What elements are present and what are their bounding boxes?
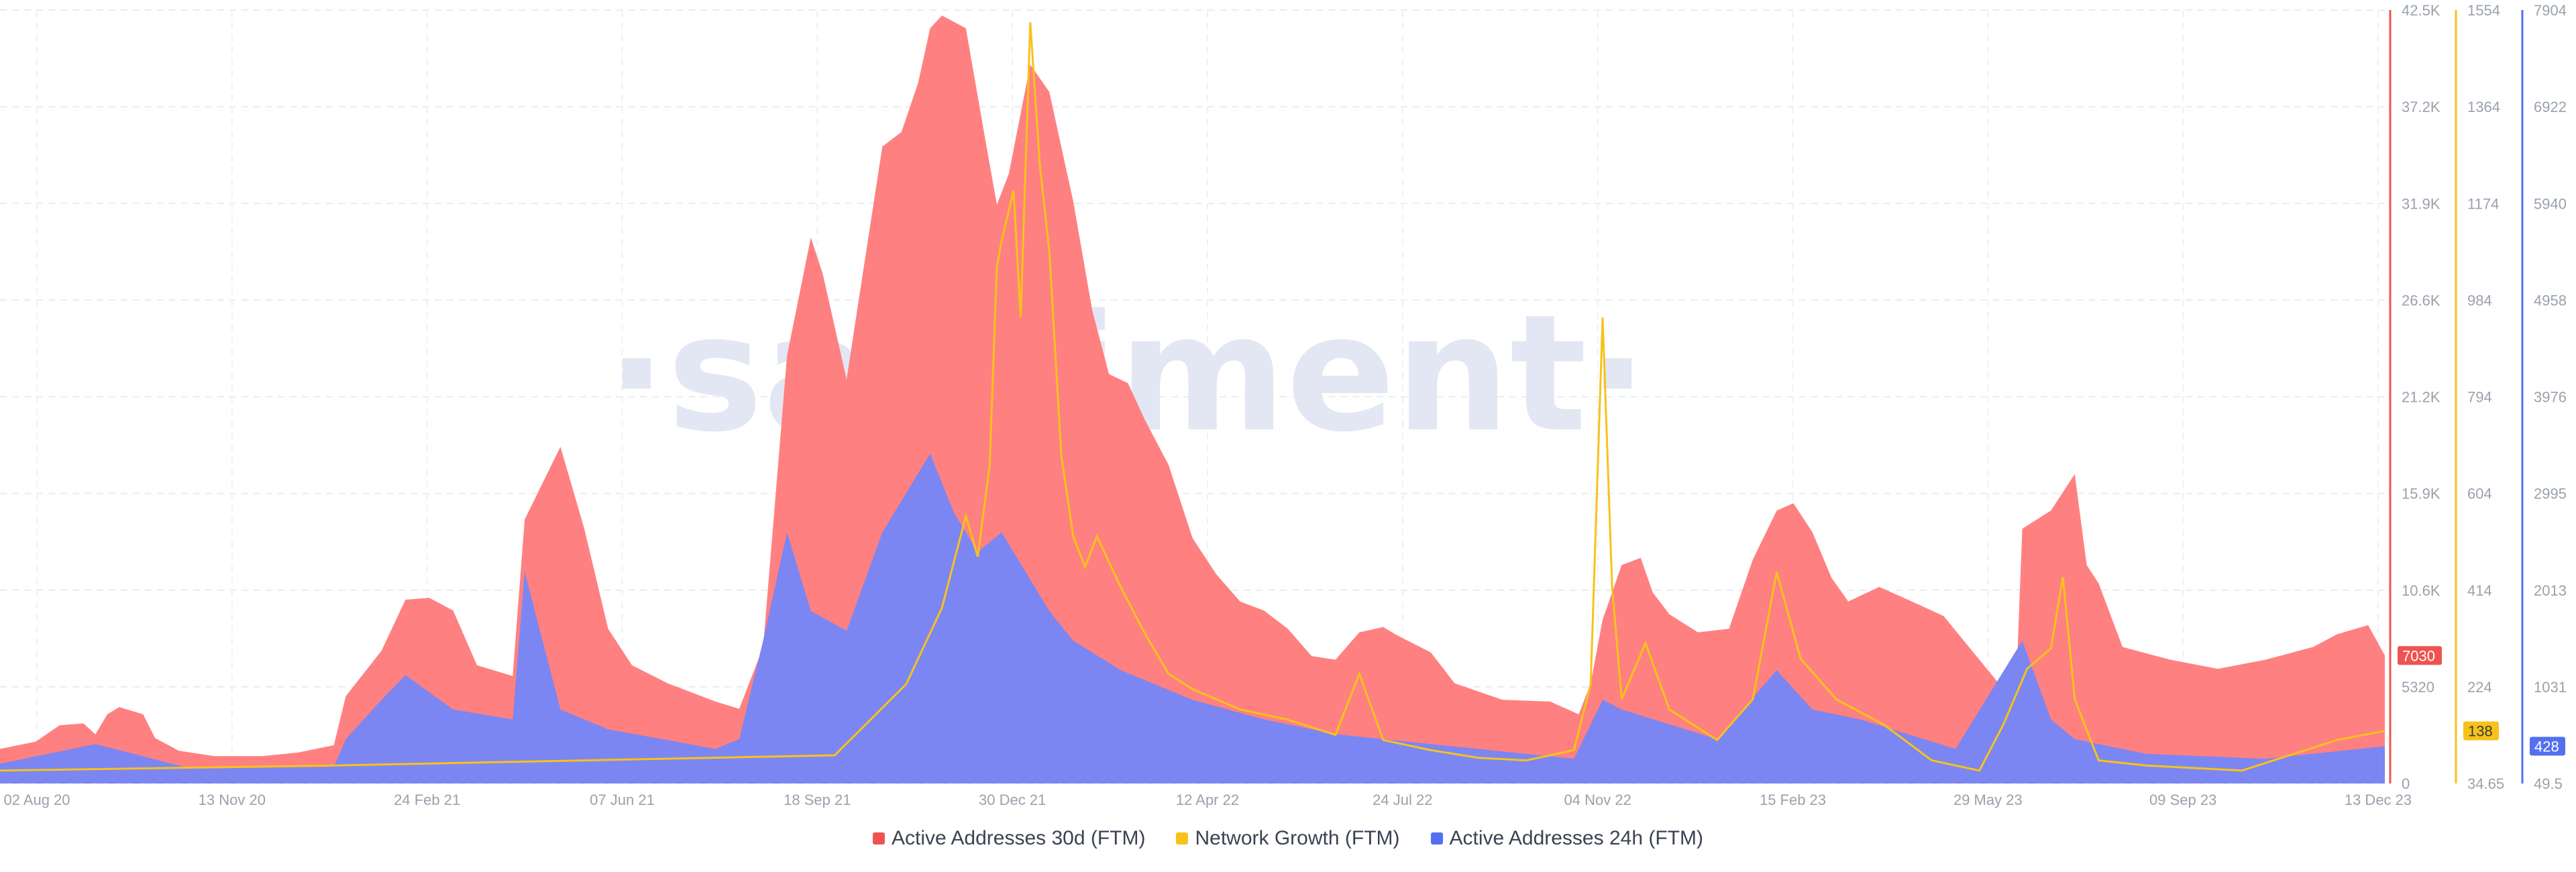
legend: Active Addresses 30d (FTM) Network Growt… [0, 827, 2576, 850]
x-tick-label: 13 Dec 23 [2345, 792, 2412, 808]
y-axis-yellow-tick: 224 [2467, 679, 2492, 696]
legend-swatch [1176, 832, 1189, 844]
x-tick-label: 09 Sep 23 [2149, 792, 2216, 808]
legend-label: Active Addresses 30d (FTM) [892, 827, 1146, 849]
legend-swatch [1430, 832, 1443, 844]
y-axis-red-tick: 26.6K [2402, 292, 2440, 309]
y-axis-blue-current-badge [2530, 737, 2565, 756]
y-axis-red-tick: 42.5K [2402, 2, 2440, 19]
y-axis-yellow-tick: 984 [2467, 292, 2492, 309]
legend-item-network-growth[interactable]: Network Growth (FTM) [1176, 827, 1400, 850]
y-axes: 42.5K 37.2K 31.9K 26.6K 21.2K 15.9K 10.6K 5320 0… [2389, 2, 2567, 792]
y-axis-red-tick: 21.2K [2402, 389, 2440, 406]
y-axis-blue-current-value: 428 [2534, 738, 2559, 755]
y-axis-red-tick: 0 [2402, 775, 2410, 792]
y-axis-yellow-tick: 604 [2467, 486, 2492, 502]
y-axis-yellow-current-value: 138 [2468, 723, 2493, 740]
y-axis-blue-tick: 1031 [2534, 679, 2567, 696]
y-axis-red-tick: 31.9K [2402, 195, 2440, 212]
y-axis-blue-tick: 6922 [2534, 99, 2567, 115]
x-tick-label: 18 Sep 21 [784, 792, 851, 808]
y-axis-yellow-tick: 414 [2467, 582, 2492, 599]
x-axis: 02 Aug 20 13 Nov 20 24 Feb 21 07 Jun 21 18 S… [3, 792, 2412, 808]
y-axis-blue-tick: 49.5 [2534, 775, 2563, 792]
y-axis-blue-tick: 4958 [2534, 292, 2567, 309]
x-tick-label: 07 Jun 21 [590, 792, 655, 808]
legend-swatch [873, 832, 885, 844]
series-network-growth-line [0, 22, 2385, 772]
legend-label: Active Addresses 24h (FTM) [1449, 827, 1703, 849]
y-axis-red-current-value: 7030 [2402, 647, 2435, 664]
y-axis-yellow-tick: 794 [2467, 389, 2492, 406]
series-active-addresses-30d-area [0, 15, 2385, 784]
y-axis-yellow-tick: 1364 [2467, 99, 2500, 115]
y-axis-blue-tick: 5940 [2534, 195, 2567, 212]
x-tick-label: 04 Nov 22 [1564, 792, 1631, 808]
x-tick-label: 15 Feb 23 [1760, 792, 1826, 808]
x-tick-label: 29 May 23 [1953, 792, 2023, 808]
legend-label: Network Growth (FTM) [1195, 827, 1400, 849]
y-axis-yellow-tick: 34.65 [2467, 775, 2504, 792]
y-axis-red-tick: 15.9K [2402, 486, 2440, 502]
y-axis-yellow-tick: 1554 [2467, 2, 2500, 19]
y-axis-blue-tick: 3976 [2534, 389, 2567, 406]
legend-item-active-addresses-30d[interactable]: Active Addresses 30d (FTM) [873, 827, 1145, 850]
y-axis-yellow-tick: 1174 [2467, 195, 2499, 212]
x-tick-label: 30 Dec 21 [979, 792, 1046, 808]
y-axis-red-tick: 5320 [2402, 679, 2434, 696]
legend-item-active-addresses-24h[interactable]: Active Addresses 24h (FTM) [1430, 827, 1703, 850]
series-layer [0, 15, 2385, 784]
y-axis-red-current-badge [2398, 646, 2442, 665]
y-axis-blue-tick: 2013 [2534, 582, 2567, 599]
y-axis-red-tick: 10.6K [2402, 582, 2440, 599]
series-active-addresses-24h-area [0, 453, 2385, 783]
y-axis-blue-tick: 2995 [2534, 486, 2567, 502]
x-tick-label: 24 Feb 21 [394, 792, 460, 808]
x-tick-label: 13 Nov 20 [199, 792, 266, 808]
y-axis-blue-tick: 7904 [2534, 2, 2567, 19]
x-tick-label: 12 Apr 22 [1176, 792, 1239, 808]
x-tick-label: 24 Jul 22 [1373, 792, 1432, 808]
y-axis-red-tick: 37.2K [2402, 99, 2440, 115]
x-tick-label: 02 Aug 20 [3, 792, 70, 808]
y-axis-yellow-current-badge [2463, 721, 2499, 741]
